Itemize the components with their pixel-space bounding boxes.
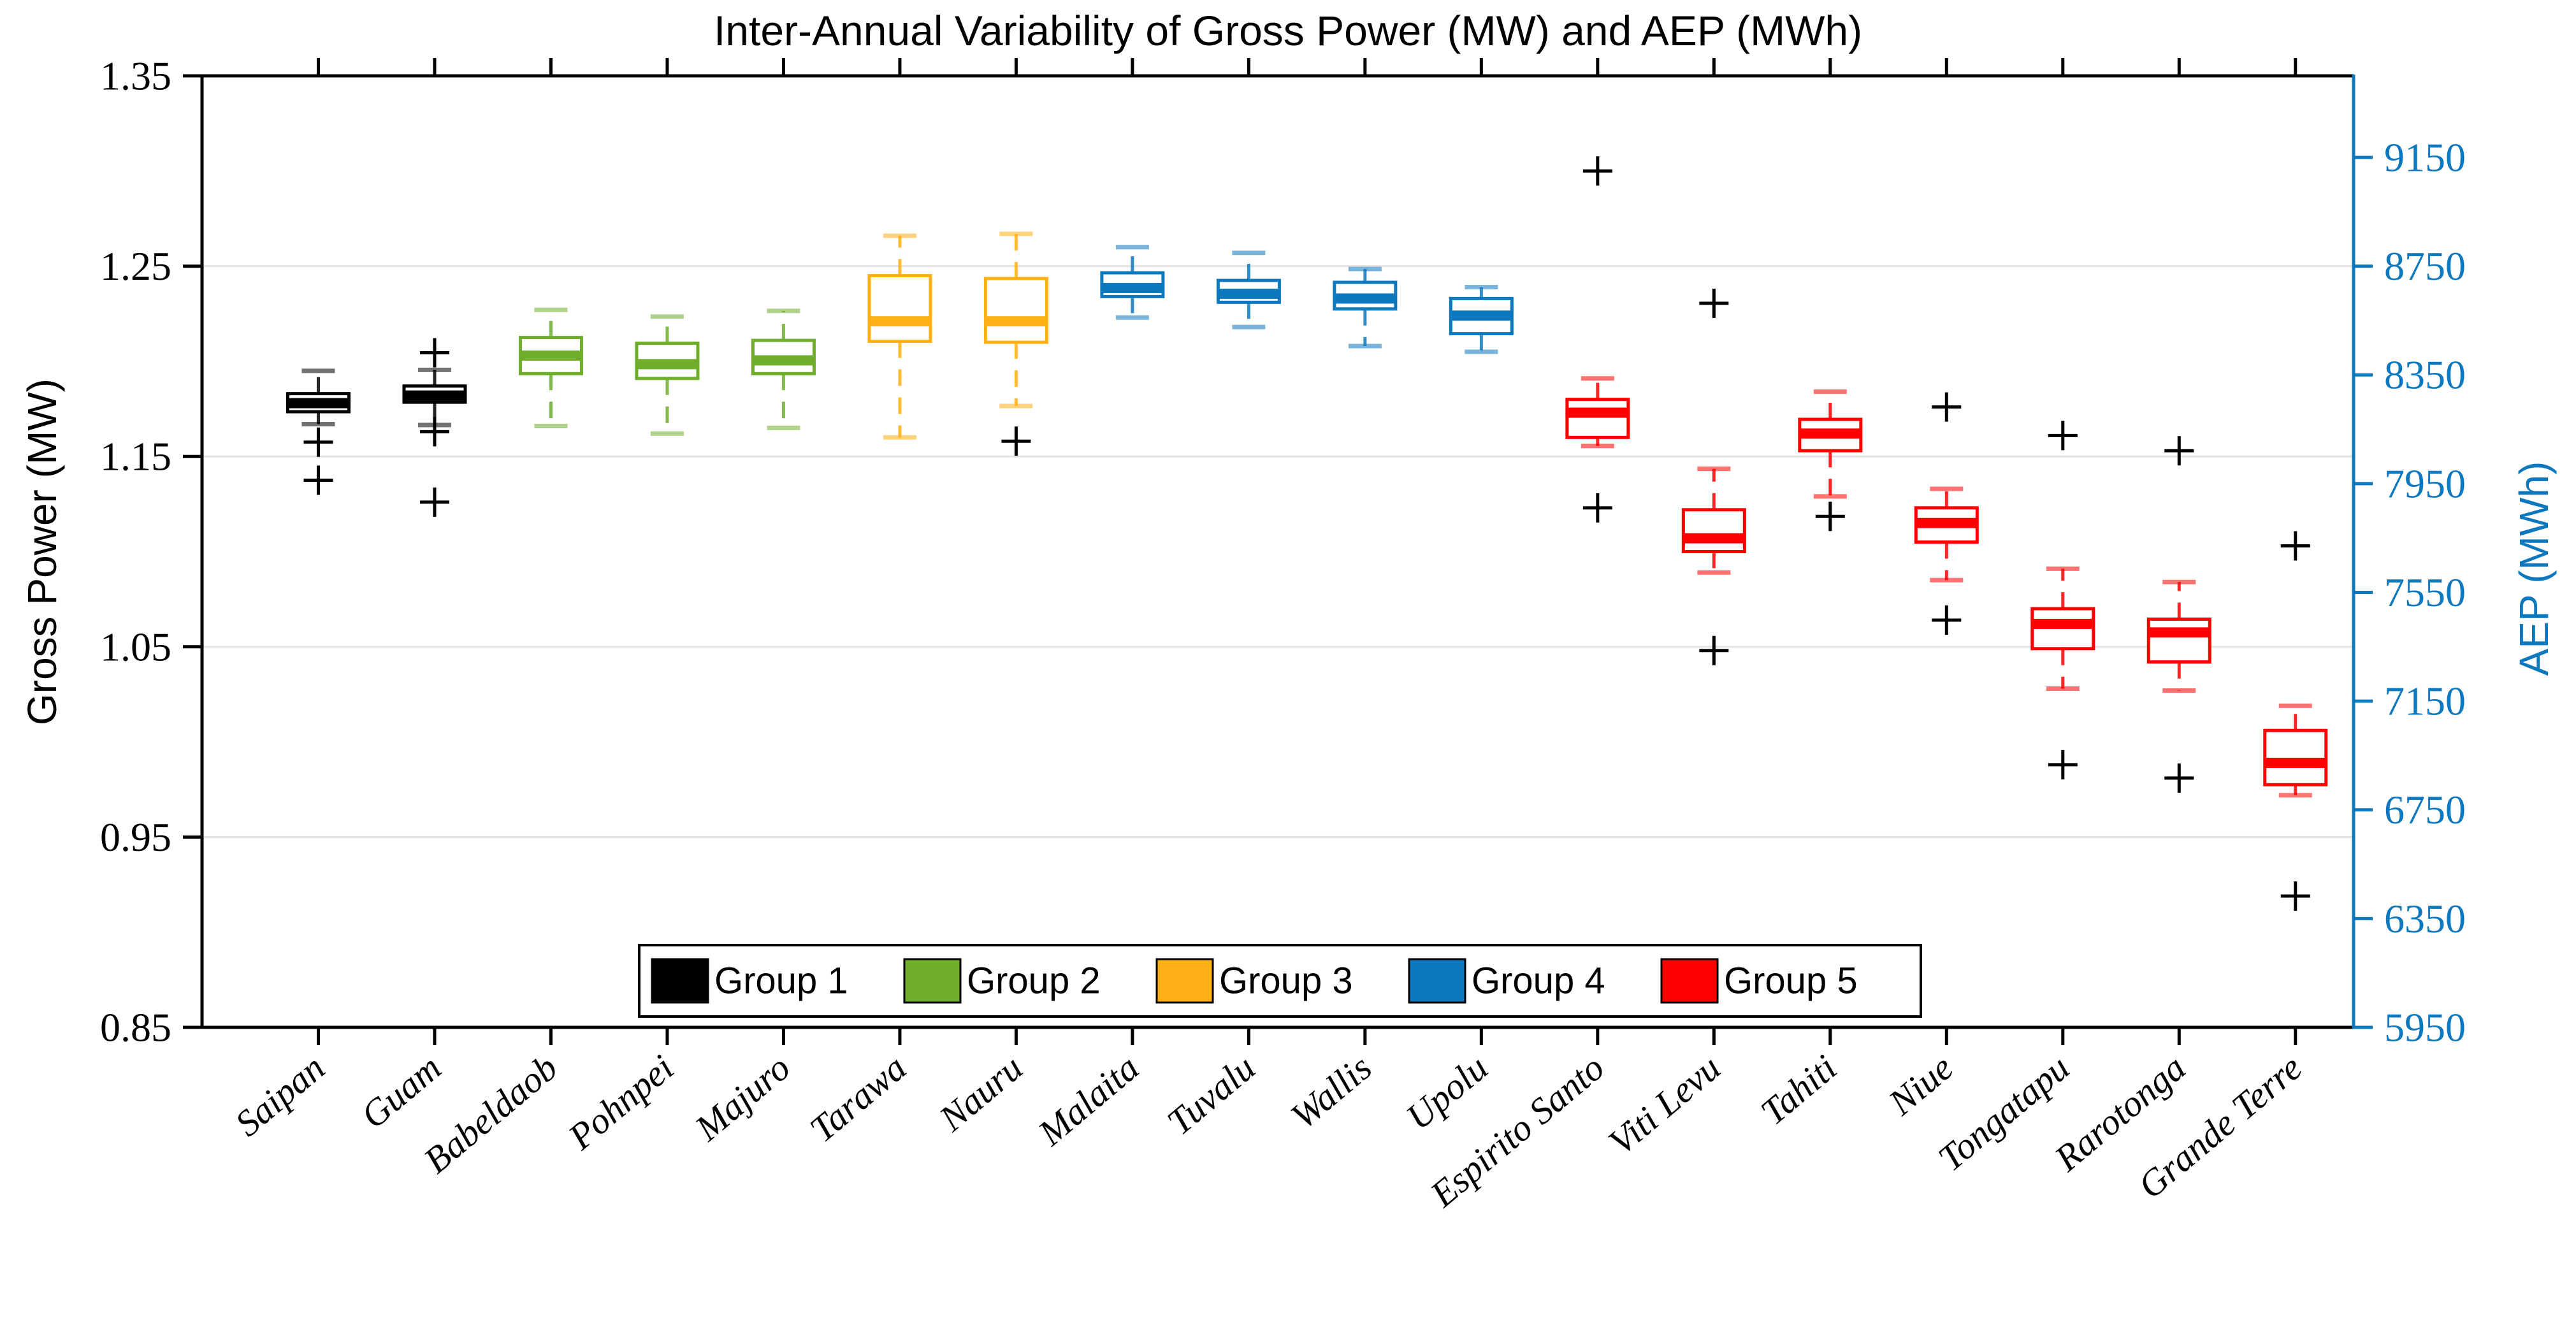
chart-title: Inter-Annual Variability of Gross Power … (713, 7, 1863, 54)
right-tick-label: 7150 (2384, 679, 2466, 724)
boxplot-viti-levu (1681, 288, 1746, 665)
legend-swatch-group-5 (1660, 958, 1719, 1004)
median-band (521, 350, 581, 361)
median-band (2150, 627, 2209, 638)
left-tick-label: 1.15 (100, 434, 171, 479)
boxplot-nauru (983, 231, 1048, 456)
boxplot-saipan (286, 368, 351, 495)
median-band (1452, 310, 1511, 321)
legend: Group 1 Group 2 Group 3 Group 4 Group 5 (638, 944, 1922, 1018)
boxplot-tuvalu (1216, 250, 1281, 329)
boxplot-guam (402, 338, 467, 517)
boxplot-upolu (1449, 284, 1514, 354)
median-band (1219, 288, 1278, 299)
median-band (754, 355, 813, 366)
median-band (870, 316, 929, 327)
legend-swatch-group-4 (1408, 958, 1466, 1004)
left-tick-label: 0.85 (100, 1005, 171, 1050)
median-band (289, 398, 348, 409)
left-tick-label: 1.25 (100, 243, 171, 289)
boxplot-rarotonga (2146, 436, 2211, 793)
median-band (2033, 618, 2092, 629)
right-tick-label: 7550 (2384, 570, 2466, 615)
left-tick-label: 1.35 (100, 54, 171, 99)
median-band (405, 390, 464, 401)
boxplot-niue (1914, 392, 1979, 635)
box-iqr (1565, 398, 1630, 439)
boxplot-babeldaob (518, 307, 583, 428)
median-band (1800, 428, 1860, 439)
right-tick-label: 8750 (2384, 243, 2466, 289)
legend-label-group-4: Group 4 (1472, 960, 1605, 1002)
right-tick-label: 9150 (2384, 134, 2466, 180)
legend-label-group-3: Group 3 (1219, 960, 1353, 1002)
y-axis-label-left: Gross Power (MW) (19, 379, 65, 725)
median-band (1103, 282, 1162, 293)
right-tick-label: 6750 (2384, 787, 2466, 832)
median-band (637, 359, 697, 370)
right-tick-label: 8350 (2384, 352, 2466, 398)
legend-label-group-1: Group 1 (714, 960, 848, 1002)
boxplot-pohnpei (635, 314, 700, 436)
boxplot-tongatapu (2030, 421, 2095, 779)
median-band (2266, 757, 2325, 768)
right-tick-label: 6350 (2384, 896, 2466, 941)
legend-swatch-group-2 (903, 958, 962, 1004)
boxplot-wallis (1333, 266, 1398, 349)
boxplot-tahiti (1798, 389, 1863, 532)
legend-label-group-5: Group 5 (1724, 960, 1858, 1002)
box-iqr (2146, 618, 2211, 664)
legend-swatch-group-1 (651, 958, 709, 1004)
median-band (1917, 518, 1976, 528)
y-axis-label-right: AEP (MWh) (2511, 461, 2557, 676)
box-iqr (867, 274, 932, 344)
legend-swatch-group-3 (1155, 958, 1214, 1004)
left-tick-label: 1.05 (100, 624, 171, 669)
median-band (1684, 533, 1744, 544)
boxplot-malaita (1100, 245, 1165, 320)
median-band (1335, 293, 1394, 304)
box-iqr (2263, 728, 2328, 786)
boxplot-majuro (751, 308, 816, 430)
median-band (1568, 407, 1627, 418)
box-iqr (1681, 508, 1746, 553)
right-tick-label: 5950 (2384, 1005, 2466, 1050)
left-tick-label: 0.95 (100, 814, 171, 860)
median-band (987, 316, 1046, 327)
boxplot-tarawa (867, 233, 932, 440)
right-tick-label: 7950 (2384, 461, 2466, 506)
box-iqr (983, 277, 1048, 344)
legend-label-group-2: Group 2 (967, 960, 1101, 1002)
boxplot-espirito-santo (1565, 156, 1630, 523)
boxplot-grande-terre (2263, 531, 2328, 911)
